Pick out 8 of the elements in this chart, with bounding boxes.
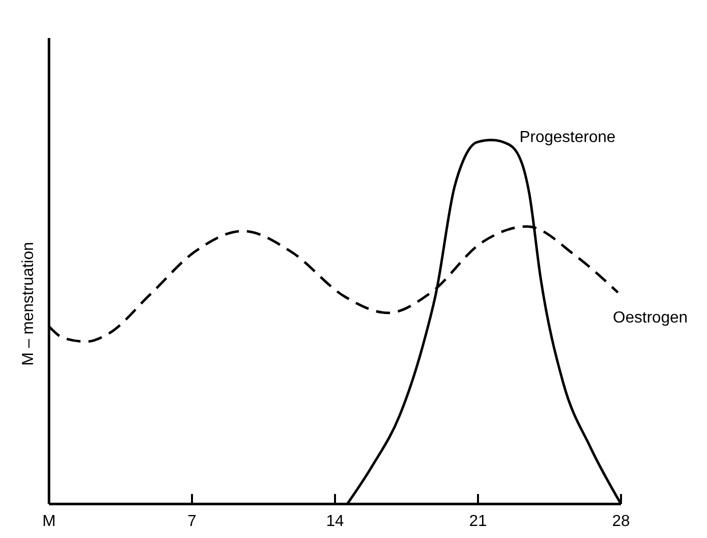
y-axis-title: M – menstruation: [20, 242, 37, 366]
x-tick-label: 28: [612, 513, 630, 530]
x-tick-label: 21: [469, 513, 487, 530]
series-label: Progesterone: [519, 129, 616, 146]
series-label: Oestrogen: [612, 310, 688, 327]
x-tick-label: M: [42, 513, 56, 530]
x-tick-label: 14: [326, 513, 344, 530]
x-tick-label: 7: [188, 513, 197, 530]
